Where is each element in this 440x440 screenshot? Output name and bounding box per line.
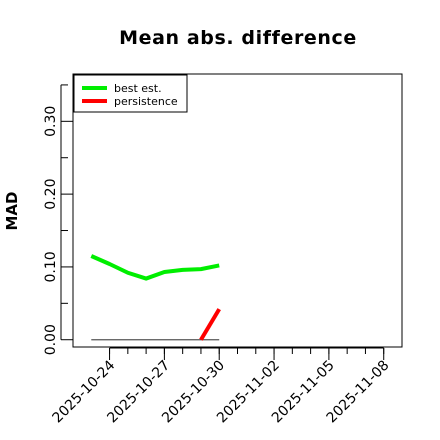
y-tick-label: 0.10: [43, 251, 59, 282]
y-tick-label: 0.00: [43, 324, 59, 355]
series-line-persistence: [199, 308, 221, 341]
plot-area-border: [72, 73, 403, 348]
legend-entry-label: persistence: [114, 95, 178, 108]
y-tick-label: 0.30: [43, 106, 59, 137]
x-axis: 2025-10-242025-10-272025-10-302025-11-02…: [50, 347, 393, 426]
chart-title: Mean abs. difference: [119, 27, 357, 49]
y-tick-label: 0.20: [43, 179, 59, 210]
legend-entry-label: best est.: [114, 82, 162, 95]
legend-box: [73, 74, 188, 113]
y-axis: 0.00 0.10 0.20 0.30: [43, 84, 73, 355]
legend: best est.persistence: [73, 74, 188, 113]
y-axis-label: MAD: [3, 192, 21, 231]
plot-lines: [90, 254, 221, 341]
series-line-best-est: [90, 254, 220, 281]
